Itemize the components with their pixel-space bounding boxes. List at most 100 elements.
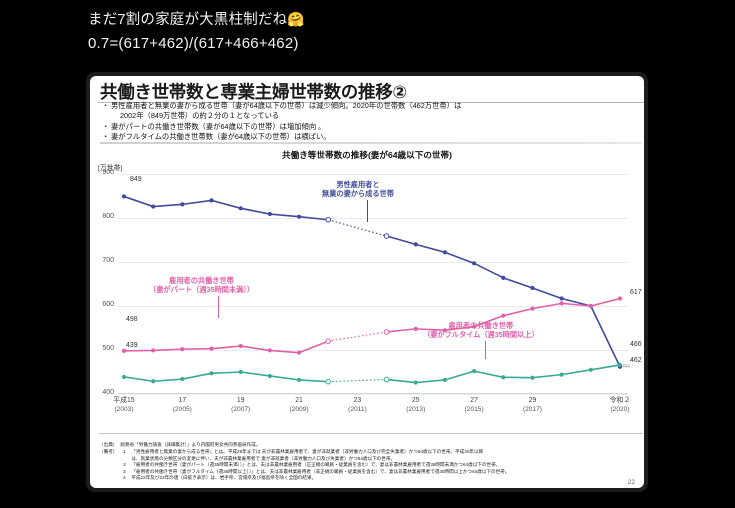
bullet-item: 2002年（849万世帯）の約２分の１となっている (102, 111, 644, 121)
series-point (501, 375, 506, 380)
x-tick-year: (2015) (464, 406, 484, 413)
annotation-leader-line (367, 200, 368, 222)
series-point (472, 369, 477, 374)
bullets-divider (100, 142, 642, 144)
bullet-marker-icon: ・ (102, 101, 110, 110)
data-label-617: 617 (630, 289, 642, 296)
x-tick-year: (2003) (114, 406, 134, 413)
series-point-hollow (383, 376, 390, 383)
annotation-part-time-wife-household: 雇用者の共働き世帯 （妻がパート（週35時間未満）） (149, 276, 254, 295)
series-point (413, 242, 418, 247)
chart-title: 共働き等世帯数の推移(妻が64歳以下の世帯) (282, 150, 452, 160)
bullet-item: ・ 男性雇用者と無業の妻から成る世帯（妻が64歳以下の世帯）は減少傾向。2020… (102, 101, 644, 111)
series-point (180, 202, 185, 207)
series-line (386, 364, 621, 384)
x-tick-era: 23 (353, 397, 362, 404)
series-point (238, 206, 243, 211)
series-point (151, 348, 156, 353)
series-point-hollow (325, 216, 332, 223)
x-axis-tick-label: 17 (2005) (173, 396, 192, 414)
data-label-849: 849 (130, 176, 142, 183)
series-point (413, 326, 418, 331)
page-number: 22 (627, 479, 635, 486)
series-point (180, 376, 185, 382)
series-point (121, 374, 127, 379)
series-gap-line (328, 219, 387, 237)
gridline (118, 174, 628, 175)
hugging-face-emoji-icon: 🤗 (287, 11, 306, 27)
annotation-fulltime-wife-household: 雇用者の共働き世帯 （妻がフルタイム（週35時間以上） (423, 321, 539, 340)
footnote-note: （備考） 4 平成22年及び23年の値（白抜き表示）は、岩手県、宮城県及び福島県… (99, 475, 643, 482)
annotation-leader-line (218, 296, 219, 318)
data-label-439: 439 (126, 342, 138, 349)
annotation-line-2: 無業の妻から成る世帯 (322, 189, 394, 199)
x-tick-year: (2017) (522, 406, 542, 413)
x-tick-year: (2007) (231, 406, 251, 413)
gridline (118, 218, 628, 219)
series-point (121, 348, 127, 353)
x-tick-year: (2013) (406, 406, 426, 413)
series-point (472, 261, 477, 266)
series-line (123, 340, 329, 354)
annotation-line-1: 男性雇用者と (336, 180, 380, 189)
x-tick-era: 29 (528, 397, 537, 404)
chart-plot-area: 900 800 700 600 500 400 (102, 169, 630, 396)
series-point (151, 204, 156, 209)
bullet-marker-icon: ・ (102, 132, 110, 142)
series-point-hollow (325, 378, 332, 385)
bullet-text: 2002年（849万世帯）の約２分の１となっている (120, 111, 280, 121)
y-axis-tick-label: 800 (102, 213, 114, 220)
annotation-leader-line (485, 341, 486, 359)
x-axis-tick-label: 29 (2017) (523, 396, 542, 414)
x-tick-year: (2005) (172, 406, 192, 413)
slide-title: 共働き世帯数と専業主婦世帯数の推移② (100, 82, 407, 102)
bullet-marker-icon: ・ (102, 121, 110, 131)
series-point (501, 275, 506, 280)
annotation-line-2: （妻がフルタイム（週35時間以上） (423, 330, 539, 340)
series-point (472, 324, 477, 329)
footnote-note-number: 3 (123, 468, 126, 474)
x-tick-year: (2009) (289, 406, 309, 413)
series-point (413, 380, 418, 385)
series-line (123, 371, 329, 383)
series-point (267, 373, 272, 379)
series-point (151, 379, 156, 384)
series-point (209, 346, 214, 351)
bullet-item: ・ 妻がパートの共働き世帯数（妻が64歳以下の世帯）は増加傾向 。 (102, 122, 644, 132)
series-line (386, 235, 621, 368)
series-point (588, 367, 593, 372)
chart-unit-label: [万世帯] (98, 165, 123, 172)
footnote-note-number (120, 456, 128, 463)
bullet-text: 男性雇用者と無業の妻から成る世帯（妻が64歳以下の世帯）は減少傾向。2020年の… (111, 101, 462, 110)
series-point (617, 296, 623, 301)
x-tick-era: 令和２ (609, 397, 631, 404)
x-tick-era: 17 (178, 397, 187, 404)
x-axis-tick-label: 27 (2015) (465, 396, 484, 414)
footnote-note-text: 「雇用者の共働き世帯（妻がフルタイム（週35時間以上））」とは、夫は非農林業雇用… (131, 468, 510, 474)
slide: 共働き世帯数と専業主婦世帯数の推移② ・ 男性雇用者と無業の妻から成る世帯（妻が… (90, 76, 644, 488)
footnote-source-label: （出典） (99, 442, 118, 448)
footnote-note: （備考） 2 「雇用者の共働き世帯（妻がパート（週35時間未満））」とは、夫は非… (99, 462, 643, 469)
footnote-note-number: 4 (123, 475, 126, 481)
caption-text-1: まだ7割の家庭が大黒柱制だね (88, 12, 288, 28)
y-axis-tick-label: 600 (102, 301, 114, 308)
footnote-note-text: は、就業状態の分類区分の変更に伴い、夫が非農林業雇用者で 妻が非就業者（非労働力… (131, 455, 396, 461)
slide-image-frame[interactable]: 共働き世帯数と専業主婦世帯数の推移② ・ 男性雇用者と無業の妻から成る世帯（妻が… (86, 72, 648, 492)
series-point (559, 296, 564, 301)
annotation-line-1: 雇用者の共働き世帯 (169, 276, 234, 285)
series-point (530, 306, 535, 311)
data-label-498: 498 (126, 316, 138, 323)
data-label-462: 462 (630, 357, 642, 364)
bullet-text: 妻がパートの共働き世帯数（妻が64歳以下の世帯）は増加傾向 。 (111, 121, 326, 131)
caption-line-1: まだ7割の家庭が大黒柱制だね🤗 (88, 8, 735, 31)
gridline (118, 262, 628, 263)
x-tick-era: 27 (470, 397, 478, 404)
footnote-note: （備考） 1 「男性雇用者と無業の妻から成る世帯」とは、平成29年までは 夫が非… (99, 449, 643, 456)
y-axis-tick-label: 900 (102, 169, 114, 176)
end-label-connector (622, 364, 630, 368)
x-axis-tick-label: 19 (2007) (231, 396, 250, 414)
caption-line-2: 0.7=(617+462)/(617+466+462) (88, 35, 299, 52)
gridline (118, 350, 628, 351)
x-tick-year: (2020) (610, 406, 630, 413)
series-line (123, 195, 329, 221)
